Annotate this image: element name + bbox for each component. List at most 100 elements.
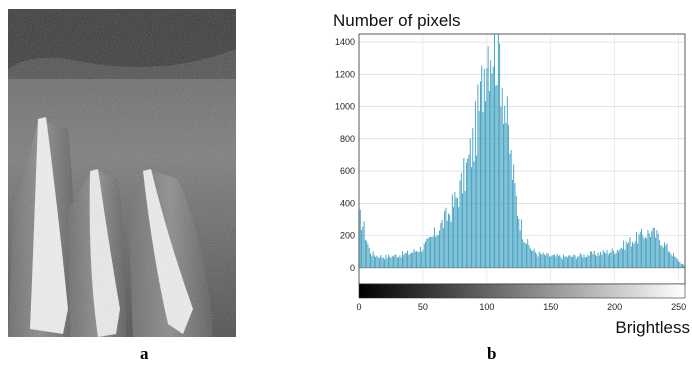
histogram-bar (569, 255, 571, 268)
histogram-bar (413, 249, 415, 268)
histogram-bar (598, 255, 600, 268)
histogram-bar (361, 230, 363, 268)
histogram-bar (674, 256, 676, 268)
histogram-bar (468, 154, 470, 268)
histogram-bar (504, 105, 506, 268)
histogram-bar (623, 240, 625, 268)
histogram-bar (403, 254, 405, 268)
histogram-bar (409, 253, 411, 268)
histogram-bar (554, 254, 556, 268)
histogram-bar (491, 73, 493, 268)
histogram-bar (610, 252, 612, 268)
histogram-bar (426, 238, 428, 268)
histogram-bar (436, 234, 438, 268)
histogram-bar (543, 254, 545, 268)
histogram-bar (665, 245, 667, 268)
histogram-bar (625, 241, 627, 268)
histogram-bar (547, 253, 549, 268)
histogram-bar (503, 123, 504, 268)
histogram-bar (570, 256, 572, 268)
histogram-bar (509, 153, 511, 268)
histogram-bar (639, 232, 641, 268)
x-tick-label: 50 (418, 302, 428, 312)
histogram-bar (638, 234, 640, 268)
histogram-bar (399, 255, 401, 268)
histogram-bar (490, 60, 492, 268)
histogram-bar (618, 251, 619, 268)
histogram-bar (681, 263, 683, 268)
y-tick-label: 200 (340, 231, 355, 241)
histogram-bar (488, 90, 490, 268)
histogram-bar (589, 251, 591, 268)
histogram-bar (440, 223, 442, 268)
y-tick-label: 1000 (335, 102, 355, 112)
histogram-bar (564, 256, 566, 268)
histogram-bar (514, 183, 516, 268)
histogram-bar (386, 258, 388, 268)
histogram-bar (464, 190, 466, 268)
histogram-bar (450, 221, 452, 268)
histogram-bar (648, 233, 650, 268)
histogram-bar (680, 264, 682, 268)
histogram-bar (650, 237, 651, 268)
histogram-bar (606, 249, 608, 268)
brightness-colorbar (358, 283, 686, 299)
histogram-bar (572, 256, 573, 268)
histogram-bar (556, 254, 558, 268)
histogram-bar (477, 84, 479, 268)
histogram-bar (527, 239, 529, 268)
histogram-bar (492, 66, 494, 268)
histogram-bar (412, 252, 414, 268)
histogram-bar (528, 245, 530, 268)
histogram-bar (586, 256, 588, 268)
histogram-bar (381, 257, 383, 268)
histogram-bar (421, 251, 423, 268)
histogram-bar (473, 161, 475, 268)
histogram-bar (670, 253, 672, 268)
histogram-bar (482, 112, 484, 268)
histogram-bar (532, 250, 534, 268)
histogram-bar (524, 243, 526, 268)
x-tick-label: 250 (671, 302, 686, 312)
histogram-bar (605, 253, 607, 268)
histogram-bar (372, 251, 374, 268)
histogram-bar (404, 253, 406, 268)
histogram-bar (385, 254, 387, 268)
histogram-bar (373, 255, 375, 268)
histogram-bar (653, 227, 655, 268)
histogram-bar (396, 257, 398, 268)
histogram-bar (384, 259, 386, 268)
histogram-bar (611, 248, 613, 268)
histogram-bar (437, 235, 439, 268)
histogram-bar (505, 122, 507, 268)
histogram-bar (609, 253, 611, 268)
histogram-bar (463, 158, 465, 268)
histogram-bar (550, 256, 552, 268)
histogram-bar (563, 254, 564, 268)
histogram-bar (364, 239, 366, 268)
histogram-bar (630, 246, 632, 268)
histogram-bar (517, 215, 518, 268)
histogram-bar (628, 242, 630, 268)
histogram-bar (472, 128, 474, 268)
x-tick-labels: 0 50 100 150 200 250 (356, 302, 686, 312)
histogram-bar (496, 84, 498, 268)
histogram-bar (455, 197, 457, 268)
histogram-bar (414, 251, 416, 268)
histogram-bar (549, 256, 550, 268)
histogram-bar (582, 257, 584, 268)
histogram-bar (433, 227, 435, 268)
histogram-bar (367, 244, 369, 268)
histogram-bar (671, 256, 673, 268)
histogram-bar (545, 255, 547, 268)
histogram-bar (642, 235, 644, 268)
histogram-bar (379, 258, 380, 268)
histogram-bar (476, 155, 478, 268)
histogram-bar (518, 218, 520, 268)
panel-label-a: a (140, 344, 149, 363)
histogram-bar (458, 207, 460, 268)
histogram-bar (380, 255, 382, 268)
histogram-bar (612, 250, 614, 268)
histogram-bar (418, 251, 420, 268)
histogram-bar (607, 254, 609, 268)
